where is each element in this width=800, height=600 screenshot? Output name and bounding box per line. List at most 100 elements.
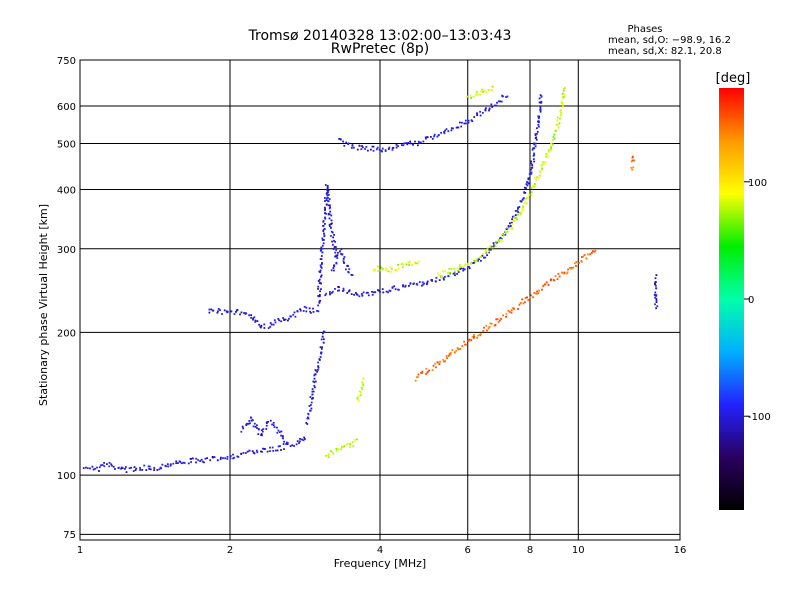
data-point (442, 270, 444, 273)
data-point (355, 292, 357, 294)
data-point (533, 185, 536, 188)
data-point (360, 394, 362, 397)
data-point (534, 133, 537, 135)
data-point (655, 297, 658, 300)
data-point (496, 101, 498, 104)
data-point (401, 262, 404, 265)
data-point (522, 209, 525, 211)
data-point (520, 210, 523, 213)
data-point (337, 289, 339, 292)
data-point (287, 319, 289, 322)
data-point (342, 260, 345, 263)
data-point (479, 90, 482, 93)
data-point (169, 464, 172, 467)
data-point (103, 462, 105, 464)
data-point (491, 106, 494, 108)
data-point (322, 228, 325, 231)
data-point (252, 317, 255, 320)
data-point (312, 311, 315, 313)
data-point (547, 284, 550, 286)
data-point (182, 461, 185, 464)
data-point (217, 308, 220, 310)
data-point (384, 269, 387, 272)
data-point (333, 234, 335, 236)
data-point (406, 143, 409, 146)
data-point (556, 119, 558, 122)
data-point (282, 435, 284, 437)
data-point (236, 309, 239, 311)
data-point (393, 285, 396, 288)
data-point (521, 298, 524, 301)
data-point (108, 461, 111, 464)
data-point (265, 424, 268, 427)
data-point (311, 393, 314, 396)
data-point (269, 322, 272, 324)
data-point (559, 110, 562, 112)
data-point (312, 307, 314, 310)
data-point (537, 177, 540, 179)
data-point (484, 252, 487, 255)
data-point (493, 245, 495, 248)
data-point (217, 459, 219, 462)
data-point (351, 274, 354, 276)
data-point (375, 148, 378, 151)
data-point (436, 272, 439, 275)
data-point (534, 134, 537, 136)
data-point (496, 241, 498, 244)
data-point (530, 191, 533, 193)
data-point (419, 141, 422, 144)
data-point (541, 288, 543, 291)
data-point (219, 458, 222, 460)
data-point (633, 159, 635, 162)
data-point (86, 467, 89, 470)
data-point (494, 104, 496, 107)
data-point (135, 467, 138, 470)
data-point (335, 249, 338, 251)
data-point (456, 347, 459, 349)
data-point (585, 257, 588, 260)
data-point (589, 253, 591, 256)
data-point (332, 243, 334, 246)
data-point (447, 130, 450, 133)
data-point (466, 264, 469, 266)
data-point (331, 240, 333, 243)
data-point (261, 430, 264, 433)
data-point (195, 457, 198, 460)
data-point (536, 130, 539, 133)
data-point (331, 222, 333, 225)
data-point (553, 137, 556, 140)
data-point (342, 140, 344, 143)
data-point (408, 264, 410, 266)
data-point (330, 226, 332, 229)
data-point (310, 312, 312, 314)
data-point (525, 202, 528, 205)
data-point (527, 196, 529, 199)
data-point (387, 291, 389, 294)
data-point (325, 199, 328, 201)
data-point (544, 283, 547, 286)
data-point (348, 268, 351, 271)
x-axis-label: Frequency [MHz] (334, 557, 426, 570)
data-point (518, 206, 521, 208)
data-point (530, 168, 532, 171)
data-point (337, 448, 339, 450)
data-point (307, 417, 310, 420)
data-point (317, 369, 319, 371)
data-point (524, 297, 527, 299)
data-point (248, 314, 250, 317)
data-point (221, 313, 223, 315)
data-point (514, 210, 517, 212)
data-point (403, 142, 405, 145)
data-point (384, 149, 387, 151)
data-point (200, 458, 203, 461)
data-point (472, 333, 475, 336)
data-point (526, 184, 529, 187)
data-point (404, 284, 407, 287)
data-point (376, 146, 379, 149)
data-point (547, 150, 550, 153)
data-point (325, 292, 328, 295)
data-point (313, 374, 316, 377)
data-point (282, 317, 284, 319)
data-point (553, 279, 555, 282)
data-point (318, 278, 321, 281)
